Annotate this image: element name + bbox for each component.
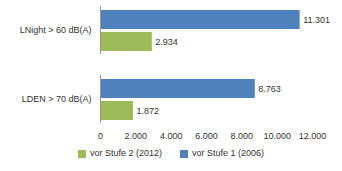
html-text:vor Stufe 1 (2006): vor Stufe 1 (2006)	[192, 148, 264, 158]
svg-text:8.763: 8.763	[258, 84, 281, 94]
svg-text:11.301: 11.301	[303, 15, 330, 25]
svg-text:6.000: 6.000	[195, 131, 218, 141]
svg-text:LDEN > 70 dB(A): LDEN > 70 dB(A)	[22, 94, 92, 104]
svg-text:4.000: 4.000	[160, 131, 183, 141]
svg-text:1.872: 1.872	[137, 106, 160, 116]
svg-text:10.000: 10.000	[263, 131, 291, 141]
svg-text:12.000: 12.000	[299, 131, 327, 141]
svg-text:2.000: 2.000	[125, 131, 148, 141]
html-text:vor Stufe 2 (2012): vor Stufe 2 (2012)	[90, 148, 162, 158]
svg-text:LNight > 60 dB(A): LNight > 60 dB(A)	[20, 25, 92, 35]
svg-text:0: 0	[98, 131, 103, 141]
svg-text:2.934: 2.934	[155, 37, 178, 47]
svg-text:8.000: 8.000	[231, 131, 254, 141]
